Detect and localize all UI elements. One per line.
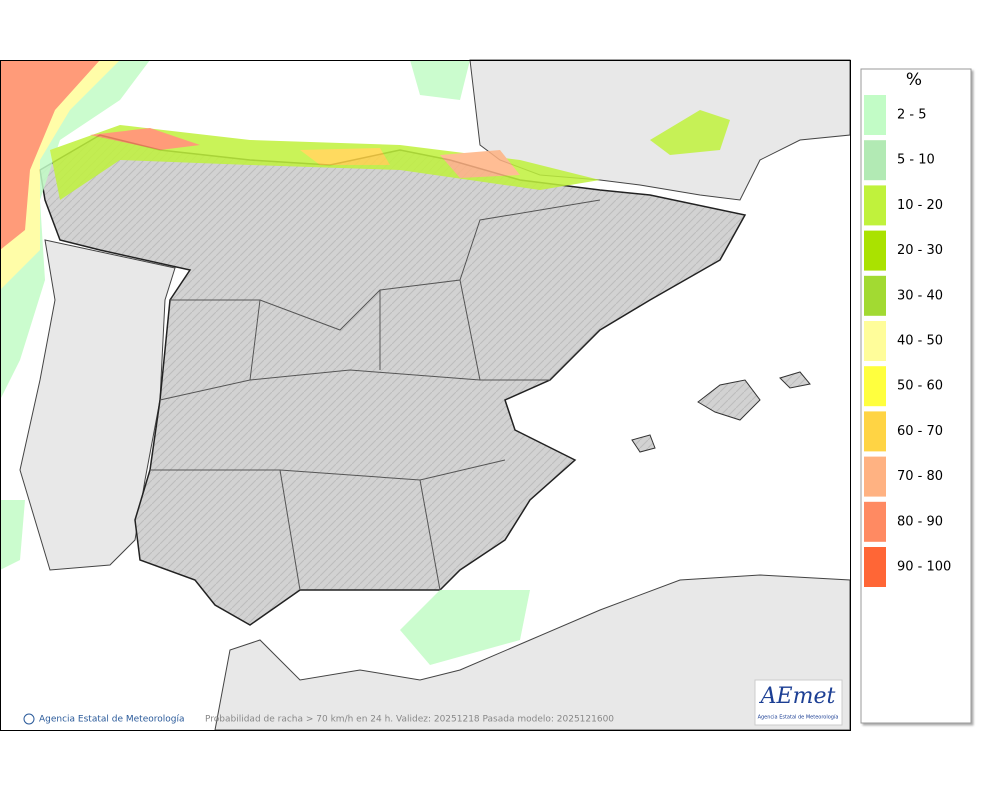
legend-swatch — [864, 501, 886, 542]
legend-label: 60 - 70 — [897, 424, 943, 439]
legend-swatch — [864, 321, 886, 361]
logo-box — [754, 679, 843, 726]
legend-swatch — [864, 140, 886, 181]
legend-label: 50 - 60 — [897, 379, 943, 394]
legend-swatch — [864, 547, 886, 587]
legend-label: 40 - 50 — [897, 334, 943, 349]
legend-label: 70 - 80 — [897, 469, 943, 484]
legend-label: 2 - 5 — [897, 108, 927, 123]
legend-label: 30 - 40 — [897, 288, 943, 303]
legend-swatch — [864, 185, 886, 226]
legend-swatch — [864, 456, 886, 497]
legend-swatch — [864, 366, 886, 407]
islands — [631, 371, 811, 453]
legend-swatch — [864, 275, 886, 316]
caption: Probabilidad de racha > 70 km/h en 24 h.… — [205, 715, 614, 725]
regions — [150, 199, 601, 591]
map-frame — [0, 60, 851, 731]
copyright-icon — [23, 713, 35, 725]
logo-subtitle: Agencia Estatal de Meteorología — [758, 714, 839, 721]
legend-swatch — [864, 95, 886, 135]
legend-label: 5 - 10 — [897, 153, 935, 168]
legend-swatch — [864, 230, 886, 271]
logo-name: AEmet — [759, 684, 836, 709]
credit: Agencia Estatal de Meteorología — [39, 715, 185, 725]
legend-label: 10 - 20 — [897, 198, 943, 213]
legend-title: % — [906, 70, 922, 90]
legend-label: 90 - 100 — [897, 560, 951, 575]
legend-swatch — [864, 411, 886, 452]
legend-label: 20 - 30 — [897, 243, 943, 258]
land-outside — [19, 59, 851, 731]
probability-areas — [0, 60, 730, 665]
legend-label: 80 - 90 — [897, 514, 943, 529]
